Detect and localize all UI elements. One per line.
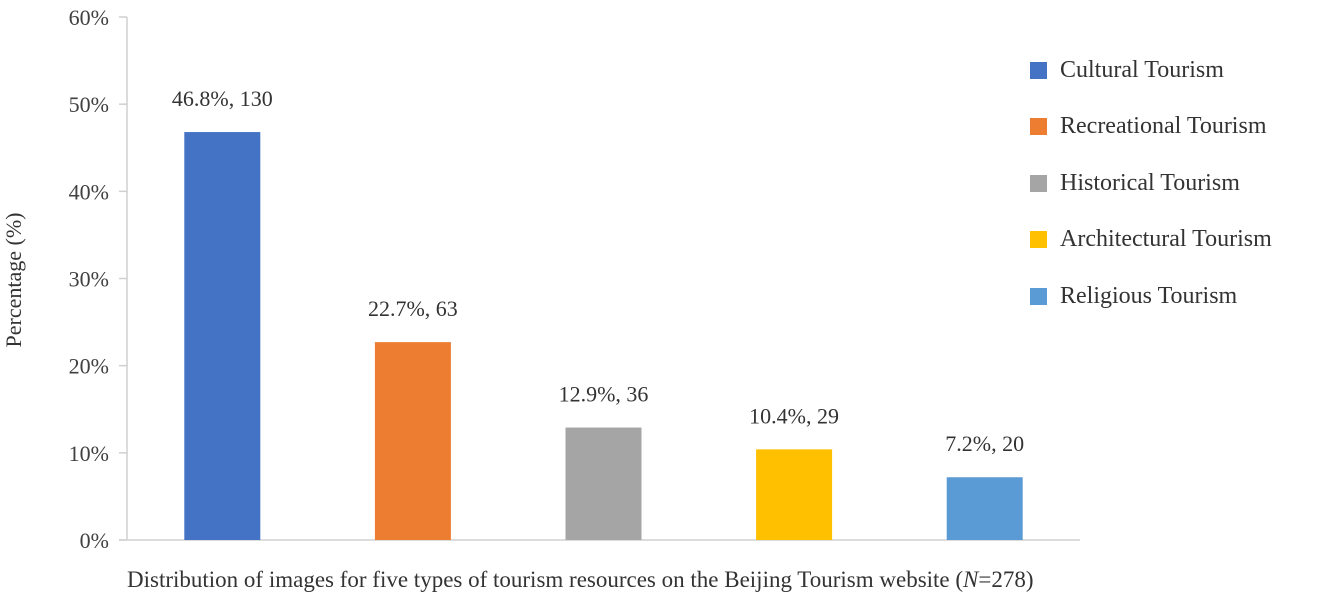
caption-n-symbol: N: [963, 567, 979, 592]
legend-swatch-icon: [1030, 231, 1047, 249]
y-tick-label: 20%: [69, 354, 109, 379]
data-label: 46.8%, 130: [172, 86, 273, 111]
legend-item-architectural: Architectural Tourism: [1030, 212, 1272, 269]
legend-swatch-icon: [1030, 287, 1047, 305]
y-tick-label: 10%: [69, 441, 109, 466]
bar-religious-tourism: [946, 477, 1023, 540]
bar-cultural-tourism: [184, 132, 261, 540]
y-axis: 0% 10% 20% 30% 40% 50% 60%: [69, 5, 1080, 553]
data-label: 7.2%, 20: [945, 431, 1024, 456]
y-axis-title: Percentage (%): [1, 213, 26, 348]
bar-recreational-tourism: [374, 342, 451, 540]
legend-item-cultural: Cultural Tourism: [1030, 42, 1272, 99]
data-label: 12.9%, 36: [559, 382, 649, 407]
caption-n-value: =278): [978, 567, 1034, 592]
y-tick-label: 50%: [69, 92, 109, 117]
caption-text: Distribution of images for five types of…: [127, 567, 964, 592]
data-label: 10.4%, 29: [749, 403, 839, 428]
legend: Cultural Tourism Recreational Tourism Hi…: [1030, 42, 1272, 325]
legend-label: Historical Tourism: [1060, 169, 1240, 196]
legend-label: Cultural Tourism: [1060, 56, 1224, 83]
data-label: 22.7%, 63: [368, 296, 458, 321]
bar-architectural-tourism: [756, 449, 833, 540]
x-axis-caption: Distribution of images for five types of…: [127, 567, 1034, 593]
y-tick-label: 0%: [80, 528, 109, 553]
legend-label: Architectural Tourism: [1060, 226, 1272, 253]
y-tick-label: 40%: [69, 179, 109, 204]
legend-item-historical: Historical Tourism: [1030, 155, 1272, 212]
y-tick-label: 30%: [69, 267, 109, 292]
legend-swatch-icon: [1030, 61, 1047, 79]
legend-label: Religious Tourism: [1060, 282, 1238, 309]
data-labels-group: 46.8%, 130 22.7%, 63 12.9%, 36 10.4%, 29 7.2…: [172, 86, 1024, 456]
y-tick-label: 60%: [69, 5, 109, 30]
legend-label: Recreational Tourism: [1060, 113, 1267, 140]
legend-item-religious: Religious Tourism: [1030, 268, 1272, 325]
legend-item-recreational: Recreational Tourism: [1030, 99, 1272, 156]
legend-swatch-icon: [1030, 118, 1047, 136]
bars-group: [184, 132, 1023, 540]
legend-swatch-icon: [1030, 174, 1047, 192]
bar-historical-tourism: [565, 427, 642, 540]
